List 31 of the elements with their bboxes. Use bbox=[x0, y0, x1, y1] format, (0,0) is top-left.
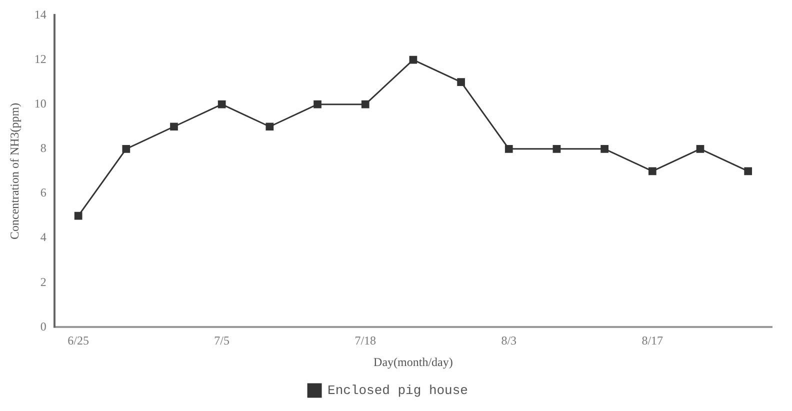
point bbox=[266, 122, 274, 131]
point bbox=[409, 56, 418, 64]
point bbox=[122, 144, 130, 153]
point bbox=[744, 167, 752, 176]
y-tick-label: 14 bbox=[34, 7, 46, 22]
y-tick-label: 10 bbox=[34, 96, 46, 110]
point bbox=[314, 100, 322, 108]
point bbox=[170, 122, 178, 131]
y-tick-label: 8 bbox=[40, 141, 46, 156]
y-tick-label: 12 bbox=[34, 52, 46, 66]
point bbox=[74, 212, 82, 220]
y-tick-label: 6 bbox=[40, 186, 46, 200]
legend-label: Enclosed pig house bbox=[328, 382, 468, 398]
x-tick-label: 8/3 bbox=[501, 334, 517, 348]
x-tick-label: 7/18 bbox=[354, 334, 376, 348]
y-tick-label: 4 bbox=[40, 230, 46, 244]
point bbox=[648, 167, 656, 176]
x-tick-label: 8/17 bbox=[642, 334, 664, 348]
x-tick-label: 7/5 bbox=[214, 334, 230, 348]
point bbox=[361, 100, 370, 108]
point bbox=[457, 78, 465, 86]
point bbox=[696, 144, 704, 153]
y-axis-title: Concentration of NH3(ppm) bbox=[7, 102, 22, 240]
point bbox=[600, 144, 608, 153]
x-tick-label: 6/25 bbox=[68, 334, 89, 348]
x-axis-title: Day(month/day) bbox=[374, 354, 453, 369]
y-tick-label: 2 bbox=[40, 274, 46, 289]
point bbox=[218, 100, 226, 108]
point bbox=[552, 144, 561, 153]
point bbox=[504, 144, 513, 153]
y-tick-label: 0 bbox=[40, 319, 46, 334]
